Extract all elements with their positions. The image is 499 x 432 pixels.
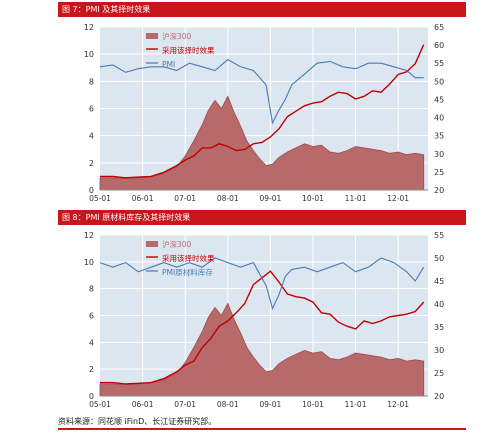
y-left-tick-label: 2 [89, 365, 94, 374]
y-right-tick-label: 50 [434, 77, 444, 86]
y-right-tick-label: 25 [434, 369, 444, 378]
y-left-tick-label: 8 [89, 77, 94, 86]
y-left-tick-label: 6 [89, 312, 94, 321]
y-left-tick-label: 0 [89, 392, 94, 401]
y-left-tick-label: 10 [84, 50, 94, 59]
legend-label-pmi: PMI [162, 60, 175, 69]
y-left-tick-label: 8 [89, 285, 94, 294]
y-right-tick-label: 50 [434, 254, 444, 263]
legend-swatch-hs300 [146, 33, 158, 39]
y-right-tick-label: 20 [434, 186, 444, 195]
y-right-tick-label: 45 [434, 95, 444, 104]
series-line-timing [100, 270, 425, 385]
y-right-tick-label: 30 [434, 346, 444, 355]
x-tick-label: 06-01 [132, 194, 154, 203]
series-area-hs300 [99, 95, 425, 191]
y-right-tick-label: 20 [434, 392, 444, 401]
y-left-tick-label: 6 [89, 105, 94, 114]
y-left-tick-label: 4 [89, 132, 94, 141]
x-tick-label: 05-01 [89, 194, 111, 203]
x-tick-label: 12-01 [387, 194, 409, 203]
x-tick-label: 11-01 [345, 194, 367, 203]
y-left-tick-label: 12 [84, 23, 94, 32]
y-left-tick-label: 4 [89, 338, 94, 347]
series-area-hs300 [99, 302, 425, 397]
series-line-timing [100, 44, 425, 179]
y-right-tick-label: 45 [434, 277, 444, 286]
y-right-tick-label: 35 [434, 132, 444, 141]
y-right-tick-label: 60 [434, 41, 444, 50]
y-right-tick-label: 55 [434, 59, 444, 68]
y-left-tick-label: 10 [84, 258, 94, 267]
legend-label-timing: 采用该择时效果 [162, 253, 215, 263]
source-note: 资料来源：同花顺 iFinD、长江证券研究部。 [58, 417, 217, 426]
y-left-tick-label: 0 [89, 186, 94, 195]
x-tick-label: 06-01 [132, 400, 154, 409]
x-tick-label: 08-01 [217, 194, 239, 203]
x-tick-label: 12-01 [387, 400, 409, 409]
legend-swatch-hs300 [146, 241, 158, 247]
x-tick-label: 11-01 [345, 400, 367, 409]
x-tick-label: 09-01 [259, 194, 281, 203]
legend-label-pmi: PMI原材料库存 [162, 267, 213, 277]
x-tick-label: 10-01 [302, 400, 324, 409]
bottom-rule [58, 428, 466, 430]
legend-label-hs300: 沪深300 [162, 239, 192, 249]
legend-label-hs300: 沪深300 [162, 31, 192, 41]
series-line-pmi [99, 58, 424, 125]
chart-pmi: 0 2 4 6 8 10 12 05-01 06-01 07-01 08-01 09-01 10-01 1… [84, 23, 444, 203]
y-right-tick-label: 40 [434, 114, 444, 123]
y-right-tick-label: 40 [434, 300, 444, 309]
x-tick-label: 08-01 [217, 400, 239, 409]
y-right-tick-label: 55 [434, 231, 444, 240]
x-tick-label: 10-01 [302, 194, 324, 203]
figure-7-title: 图 7：PMI 及其择时效果 [58, 2, 466, 17]
figure-8-title: 图 8：PMI 原材料库存及其择时效果 [58, 210, 466, 225]
y-right-tick-label: 65 [434, 23, 444, 32]
y-right-tick-label: 35 [434, 323, 444, 332]
x-tick-label: 07-01 [174, 194, 196, 203]
series-line-pmi [99, 257, 425, 311]
y-right-tick-label: 30 [434, 150, 444, 159]
x-tick-label: 07-01 [174, 400, 196, 409]
x-tick-label: 09-01 [259, 400, 281, 409]
y-left-tick-label: 2 [89, 159, 94, 168]
chart-pmi-raw-material-inventory: 0 2 4 6 8 10 12 05-01 06-01 07-01 08-01 09-01 10-01 1… [84, 231, 444, 409]
y-left-tick-label: 12 [84, 231, 94, 240]
y-right-tick-label: 25 [434, 168, 444, 177]
x-tick-label: 05-01 [89, 400, 111, 409]
legend-label-timing: 采用该择时效果 [162, 45, 215, 55]
